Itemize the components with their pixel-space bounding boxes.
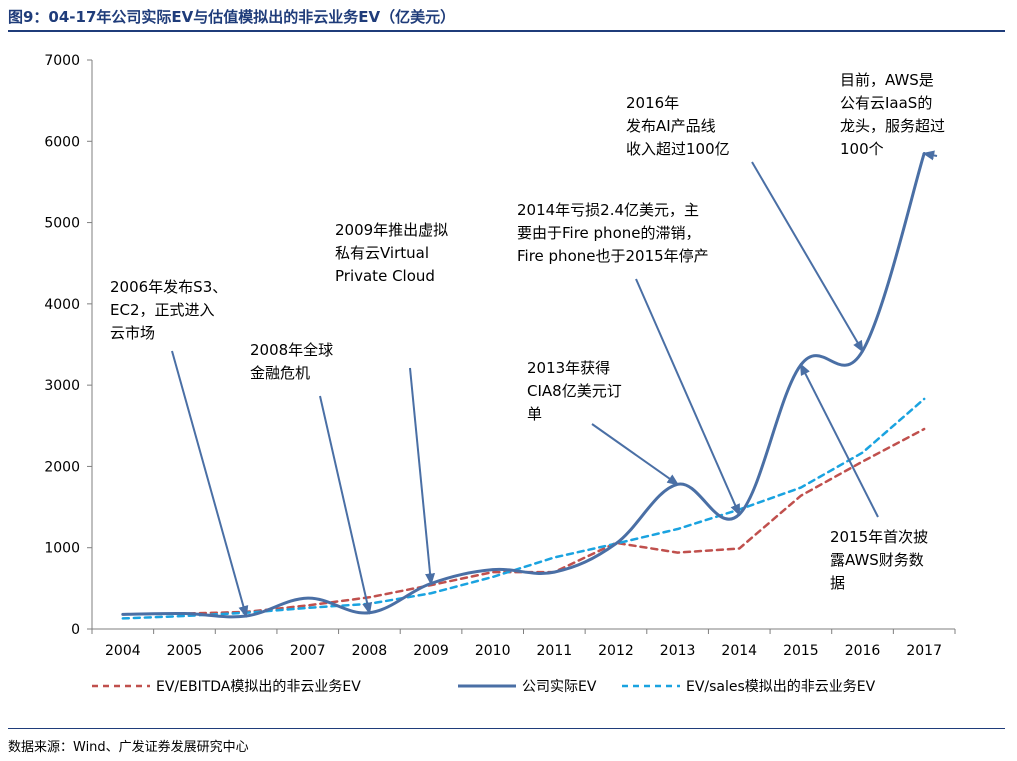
annotation-arrow [319,395,373,615]
x-tick-label: 2007 [290,643,326,659]
annotation-text: 2009年推出虚拟 [335,221,448,239]
legend-label-0: EV/EBITDA模拟出的非云业务EV [156,679,361,695]
y-tick-label: 1000 [44,541,80,557]
annotation-arrow [591,423,680,486]
annotation-text: 2013年获得 [527,359,610,377]
y-tick-label: 2000 [44,459,80,475]
x-tick-label: 2013 [660,643,696,659]
x-tick-label: 2004 [105,643,141,659]
annotation-text: EC2，正式进入 [110,301,215,319]
annotation-text: 据 [830,574,845,592]
annotation-text: 收入超过100亿 [626,140,730,158]
annotation-arrow [171,350,249,618]
x-tick-label: 2006 [228,643,264,659]
title-rule [8,30,1005,32]
annotation-text: 2016年 [626,94,679,112]
x-tick-label: 2015 [783,643,819,659]
y-tick-label: 6000 [44,134,80,150]
annotation-text: 龙头，服务超过 [840,117,945,135]
annotation-text: 2008年全球 [250,341,333,359]
x-tick-label: 2008 [352,643,388,659]
y-tick-label: 4000 [44,297,80,313]
legend-label-1: 公司实际EV [522,679,597,695]
x-tick-label: 2012 [598,643,634,659]
x-tick-label: 2010 [475,643,511,659]
annotation-text: 2014年亏损2.4亿美元，主 [517,201,699,219]
annotation-text: CIA8亿美元订 [527,382,622,400]
annotation-text: 单 [527,405,542,423]
x-tick-label: 2016 [845,643,881,659]
x-tick-label: 2009 [413,643,449,659]
annotation-text: 2006年发布S3、 [110,278,227,296]
annotation-text: 要由于Fire phone的滞销， [517,224,700,242]
footer-rule [8,728,1005,729]
y-tick-label: 7000 [44,53,80,69]
y-tick-label: 3000 [44,378,80,394]
source-note: 数据来源：Wind、广发证券发展研究中心 [8,740,249,755]
annotation-text: 发布AI产品线 [626,117,716,135]
annotation-text: 目前，AWS是 [840,71,934,89]
x-tick-label: 2014 [721,643,757,659]
line-chart: 0 1000 2000 3000 4000 5000 6000 7000 2004 2005 200… [44,53,956,695]
annotation-text: Fire phone也于2015年停产 [517,247,709,265]
annotation-text: 云市场 [110,324,155,342]
legend-label-2: EV/sales模拟出的非云业务EV [686,679,876,695]
annotation-arrow [409,367,436,586]
legend: EV/EBITDA模拟出的非云业务EV 公司实际EV EV/sales模拟出的非云业… [92,679,876,695]
axes: 0 1000 2000 3000 4000 5000 6000 7000 2004 2005 200… [44,53,956,659]
series-layer [121,151,926,620]
y-tick-label: 5000 [44,216,80,232]
annotation-arrow [751,161,864,353]
figure-title: 图9：04-17年公司实际EV与估值模拟出的非云业务EV（亿美元） [8,8,456,26]
annotation-text: 公有云IaaS的 [840,94,932,112]
x-tick-label: 2005 [167,643,203,659]
x-tick-label: 2017 [906,643,942,659]
annotation-text: Private Cloud [335,267,435,285]
series-line-2 [121,397,926,620]
annotation-text: 2015年首次披 [830,528,928,546]
annotation-arrow [799,363,879,518]
x-tick-label: 2011 [537,643,573,659]
annotation-arrow [635,278,741,517]
annotation-text: 100个 [840,140,884,158]
series-line-0 [121,427,926,616]
annotation-text: 私有云Virtual [335,244,429,262]
series-line-1 [121,151,926,619]
y-tick-label: 0 [71,622,80,638]
annotation-arrow [922,150,938,161]
annotation-text: 金融危机 [250,364,310,382]
annotation-text: 露AWS财务数 [830,551,924,569]
